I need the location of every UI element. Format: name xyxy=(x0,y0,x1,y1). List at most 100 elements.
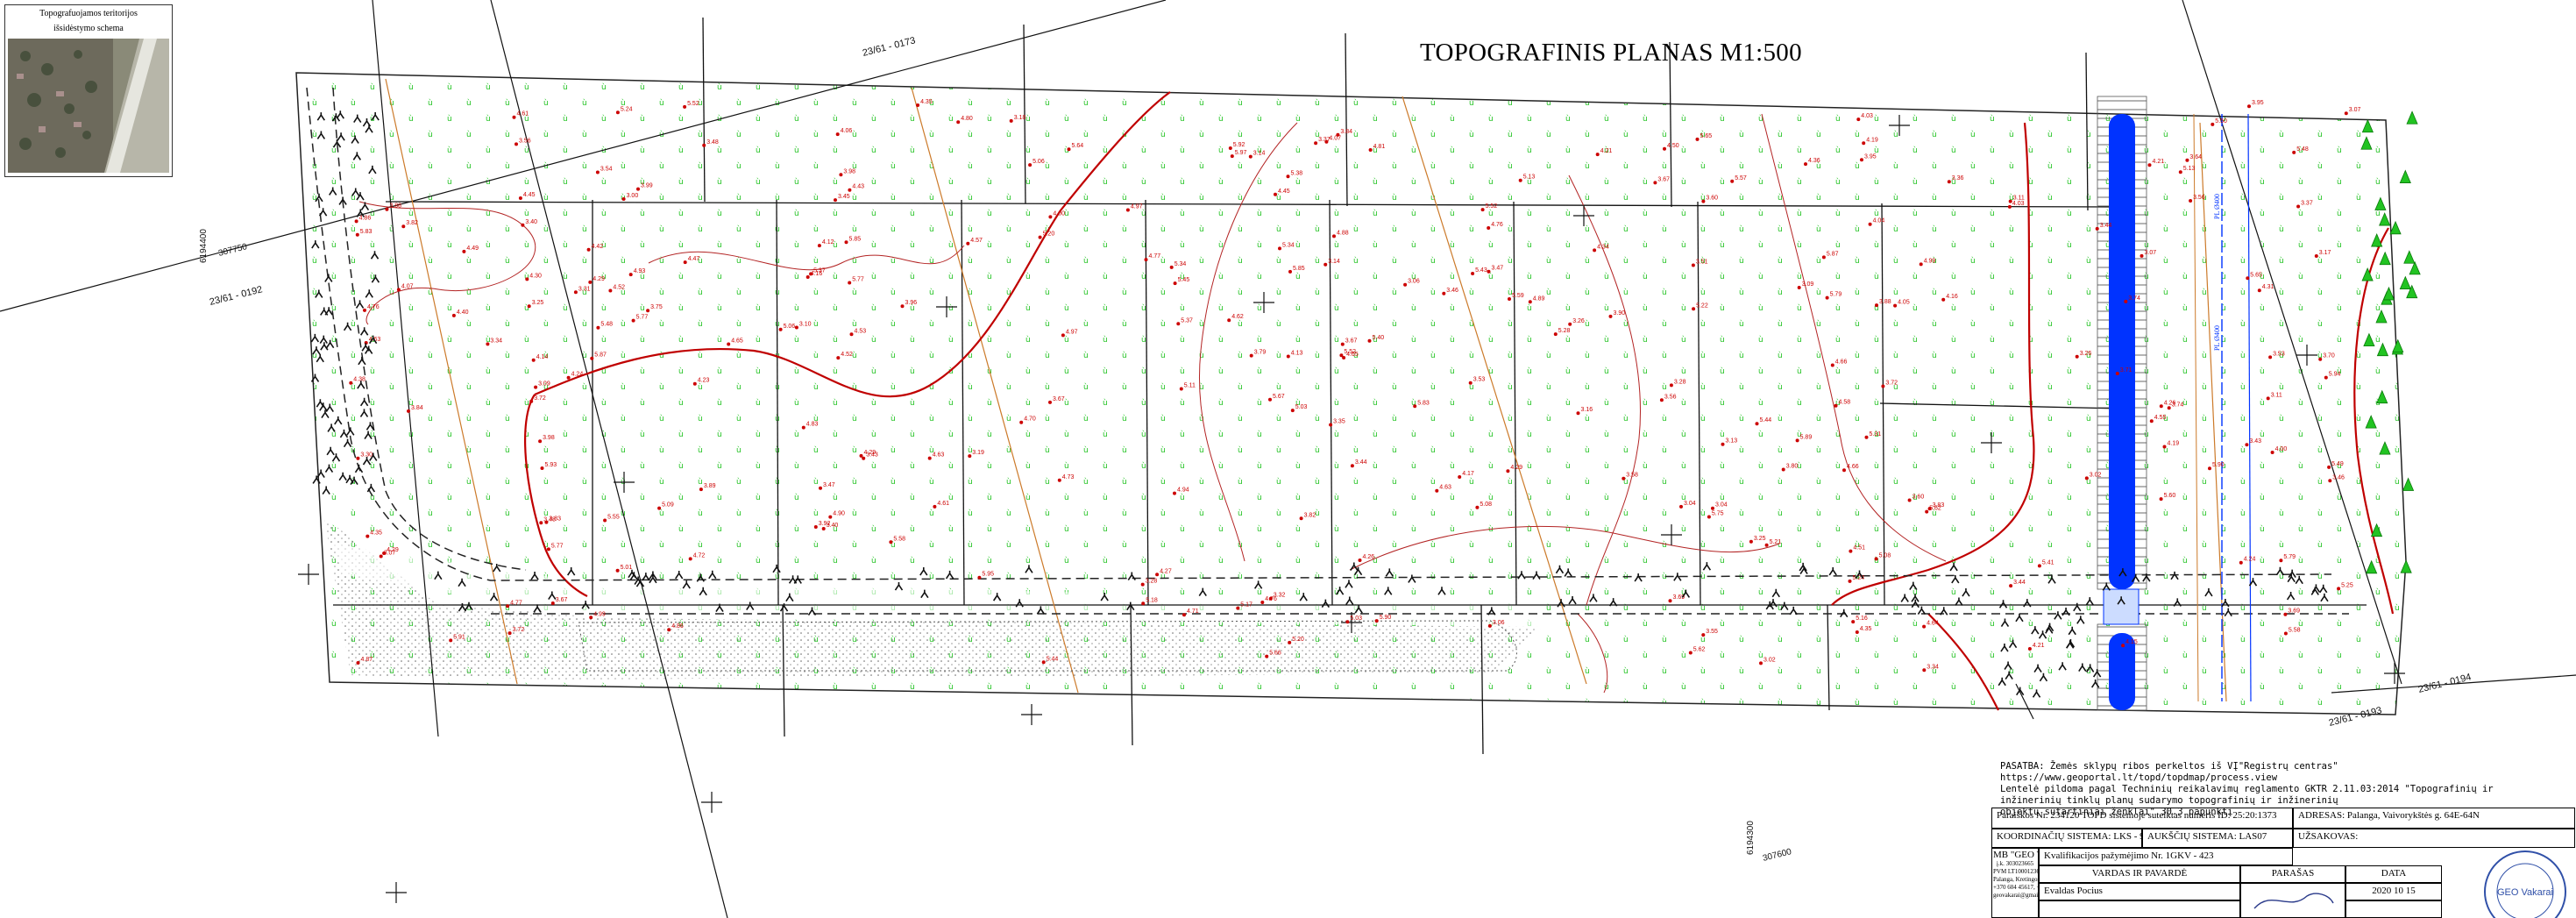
elevation-point xyxy=(1268,397,1272,402)
elevation-value: 3.74 xyxy=(2128,295,2140,302)
elevation-value: 4.43 xyxy=(852,184,864,190)
elevation-point xyxy=(1669,383,1673,388)
elevation-value: 3.60 xyxy=(1912,495,1925,501)
shrub-symbol xyxy=(2058,662,2067,671)
shrub-symbol xyxy=(1799,562,1807,572)
elevation-value: 5.21 xyxy=(1770,539,1782,545)
shrub-symbol xyxy=(458,603,467,612)
tree-symbol xyxy=(2406,284,2418,299)
shrub-symbol xyxy=(2076,616,2085,624)
shrub-symbol xyxy=(1828,566,1837,576)
elevation-value: 4.71 xyxy=(1187,608,1199,615)
elevation-value: 3.84 xyxy=(1340,129,1352,135)
company-phone: +370 604 45617, +370 637 69598 xyxy=(1993,884,2038,891)
elevation-value: 5.87 xyxy=(594,352,607,359)
tree-symbol xyxy=(2361,118,2374,133)
elevation-value: 4.81 xyxy=(1373,144,1386,150)
elevation-value: 5.90 xyxy=(2212,462,2225,468)
elevation-point xyxy=(615,110,620,115)
elevation-value: 3.32 xyxy=(1274,593,1286,599)
elevation-value: 4.80 xyxy=(961,116,973,122)
elevation-value: 5.90 xyxy=(1380,615,1392,621)
elevation-value: 3.89 xyxy=(704,483,716,489)
shrub-symbol xyxy=(2047,575,2056,584)
shrub-symbol xyxy=(365,289,373,298)
elevation-value: 4.14 xyxy=(536,354,549,360)
elevation-value: 4.38 xyxy=(353,377,365,383)
elevation-point xyxy=(573,290,578,295)
elevation-value: 5.13 xyxy=(1523,174,1536,181)
shrub-symbol xyxy=(682,580,691,589)
elevation-points: 3.35 4.52 4.77 5.34 4.50 3.47 3.53 5.91 5.87 4.65… xyxy=(349,99,2361,672)
elevation-value: 5.94 xyxy=(2329,372,2341,378)
shrub-symbol xyxy=(322,486,330,495)
elevation-point xyxy=(1019,420,1024,424)
shrub-symbol xyxy=(2295,575,2303,585)
elevation-point xyxy=(1173,491,1176,495)
elevation-value: 3.06 xyxy=(1493,620,1505,626)
elevation-value: 3.14 xyxy=(1253,151,1266,157)
tree-symbol xyxy=(2360,136,2373,150)
elevation-point xyxy=(1314,141,1318,146)
shrub-symbol xyxy=(365,422,375,431)
shrub-symbol xyxy=(1517,571,1526,580)
tree-symbols xyxy=(2360,110,2421,574)
elevation-value: 5.55 xyxy=(607,515,620,521)
elevation-value: 4.31 xyxy=(2262,284,2274,290)
elevation-value: 3.04 xyxy=(1684,501,1696,507)
elevation-value: 3.45 xyxy=(838,194,850,200)
elevation-point xyxy=(836,356,841,360)
elevation-value: 3.09 xyxy=(538,381,550,388)
elevation-point xyxy=(1830,363,1834,367)
elevation-point xyxy=(2328,479,2332,483)
path-dashed xyxy=(306,87,2349,615)
tree-symbol xyxy=(2409,260,2421,275)
elevation-value: 4.13 xyxy=(1291,351,1303,357)
elevation-value: 4.63 xyxy=(933,452,945,459)
signature-cell xyxy=(2240,883,2345,918)
elevation-point xyxy=(1506,469,1510,473)
elevation-point xyxy=(1368,148,1373,152)
elevation-value: 5.79 xyxy=(2283,554,2296,560)
elevation-point xyxy=(809,272,813,276)
elevation-point xyxy=(1038,235,1042,239)
shrub-symbol xyxy=(345,474,354,484)
elevation-value: 3.88 xyxy=(389,203,401,210)
elevation-value: 3.98 xyxy=(843,168,855,174)
elevation-point xyxy=(2149,419,2154,423)
elevation-value: 5.93 xyxy=(545,462,557,468)
shrub-symbol xyxy=(1408,574,1416,583)
elevation-value: 4.26 xyxy=(2164,400,2176,406)
shrub-symbol xyxy=(1198,587,1207,597)
shrub-symbol xyxy=(2142,573,2151,582)
elevation-point xyxy=(1480,208,1485,212)
tree-symbol xyxy=(2375,309,2388,324)
shrub-symbol xyxy=(1949,562,1958,572)
shrub-symbol xyxy=(2023,599,2032,608)
shrub-symbol xyxy=(1385,568,1394,577)
elevation-point xyxy=(512,115,516,119)
elevation-point xyxy=(1701,633,1706,637)
shrub-symbol xyxy=(343,322,352,331)
elevation-point xyxy=(1707,515,1711,519)
elevation-value: 3.99 xyxy=(641,183,653,189)
elevation-value: 3.26 xyxy=(1572,318,1585,324)
elevation-point xyxy=(1834,403,1838,408)
elevation-point xyxy=(1622,476,1626,480)
elevation-point xyxy=(933,504,937,509)
elevation-value: 5.41 xyxy=(2042,559,2054,566)
shrub-symbol xyxy=(2117,596,2125,605)
elevation-point xyxy=(1345,620,1350,624)
shrub-symbol xyxy=(329,187,337,196)
elevation-point xyxy=(2178,170,2182,174)
elevation-point xyxy=(848,281,852,285)
elevation-value: 5.95 xyxy=(982,572,994,578)
elevation-value: 4.23 xyxy=(698,378,710,384)
parcel-label-right-a: 23/61 - 0194 xyxy=(2417,672,2473,695)
shrub-symbol xyxy=(2066,639,2076,648)
elevation-point xyxy=(778,327,783,331)
elevation-point xyxy=(1797,286,1801,289)
elevation-point xyxy=(1804,162,1807,167)
shrub-symbol xyxy=(346,427,355,436)
